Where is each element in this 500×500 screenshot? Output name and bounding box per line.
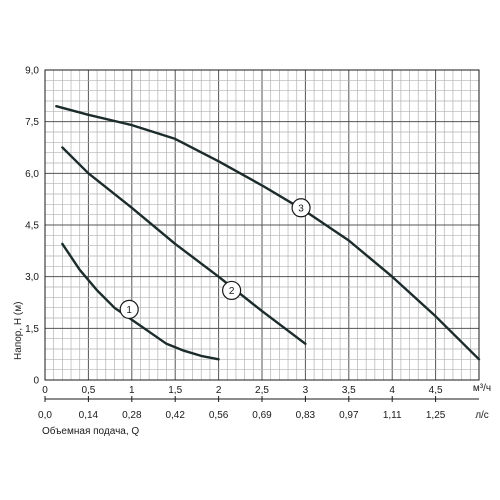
x-axis-ticks: 0 0,5 1 1,5 2 2,5 3 3,5 4 4,5	[42, 385, 443, 396]
secondary-x-tick-label: 0,42	[165, 410, 185, 421]
curve-label-circle	[222, 280, 242, 301]
y-tick-label: 6,0	[25, 169, 39, 180]
y-axis-label: Напор, H (м)	[13, 302, 24, 360]
x-axis-unit: м³/ч	[473, 383, 491, 394]
x-tick-label: 1	[129, 385, 135, 396]
secondary-x-tick-label: 1,25	[426, 410, 446, 421]
curve-1	[61, 242, 220, 361]
curve-labels: 1 2 3	[119, 198, 311, 319]
y-tick-label: 4,5	[25, 221, 39, 232]
secondary-x-tick-label: 0,56	[209, 410, 229, 421]
secondary-x-tick-label: 0,0	[38, 410, 52, 421]
y-axis-ticks: 0 1,5 3,0 4,5 6,0 7,5 9,0	[25, 66, 39, 387]
x-tick-label: 4	[389, 385, 395, 396]
y-tick-label: 3,0	[25, 272, 39, 283]
secondary-x-tick-label: 0,14	[79, 410, 99, 421]
curve-label-circle	[291, 198, 311, 218]
secondary-x-axis: 0,0 0,14 0,28 0,42 0,56 0,69 0,83 0,97 1,11 1,25	[38, 396, 479, 421]
secondary-x-tick-label: 1,11	[383, 410, 402, 421]
curves	[55, 105, 481, 361]
y-tick-label: 7,5	[25, 117, 39, 128]
curve-label: 2	[229, 286, 235, 297]
secondary-x-tick-label: 0,97	[339, 410, 359, 421]
x-tick-label: 2,5	[255, 385, 269, 396]
curve-3	[55, 105, 481, 361]
x-tick-label: 2	[216, 385, 222, 396]
x-tick-label: 0	[42, 385, 48, 396]
curve-label: 1	[126, 305, 132, 316]
curve-label: 3	[298, 203, 304, 214]
secondary-x-tick-label: 0,83	[296, 410, 316, 421]
plot-frame	[44, 69, 480, 381]
grid	[44, 69, 480, 381]
y-tick-label: 0	[33, 376, 39, 387]
x-tick-label: 1,5	[168, 385, 182, 396]
y-tick-label: 1,5	[25, 324, 39, 335]
secondary-x-tick-label: 0,69	[252, 410, 272, 421]
x-tick-label: 0,5	[81, 385, 95, 396]
secondary-x-axis-unit: л/с	[475, 410, 489, 421]
secondary-x-tick-label: 0,28	[122, 410, 142, 421]
y-tick-label: 9,0	[25, 66, 39, 77]
x-tick-label: 4,5	[429, 385, 443, 396]
curve-2	[61, 146, 307, 345]
x-tick-label: 3,5	[342, 385, 356, 396]
x-axis-label: Объемная подача, Q	[42, 425, 139, 437]
curve-label-circle	[119, 299, 139, 319]
x-tick-label: 3	[303, 385, 309, 396]
